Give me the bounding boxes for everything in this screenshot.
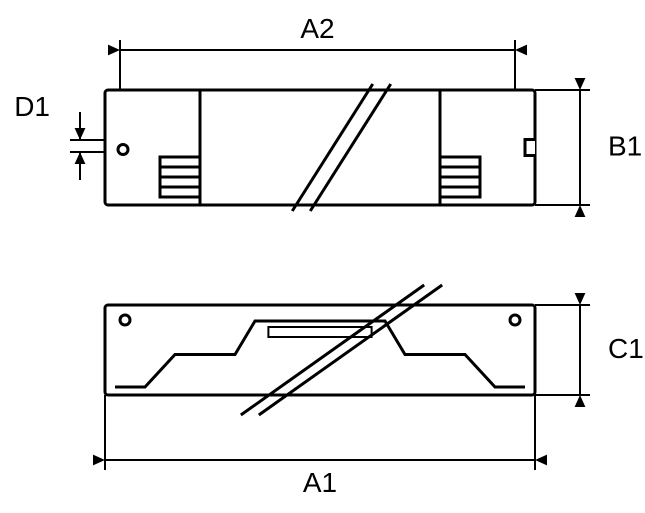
dimension-label: A1 <box>303 467 337 498</box>
dimension-label: C1 <box>608 333 644 364</box>
dimension-label: A2 <box>300 13 334 44</box>
dimension-label: B1 <box>608 131 642 162</box>
dimensional-drawing: A2 A1 B1 C1 D1 <box>0 0 645 513</box>
dimension-label: D1 <box>14 91 50 122</box>
